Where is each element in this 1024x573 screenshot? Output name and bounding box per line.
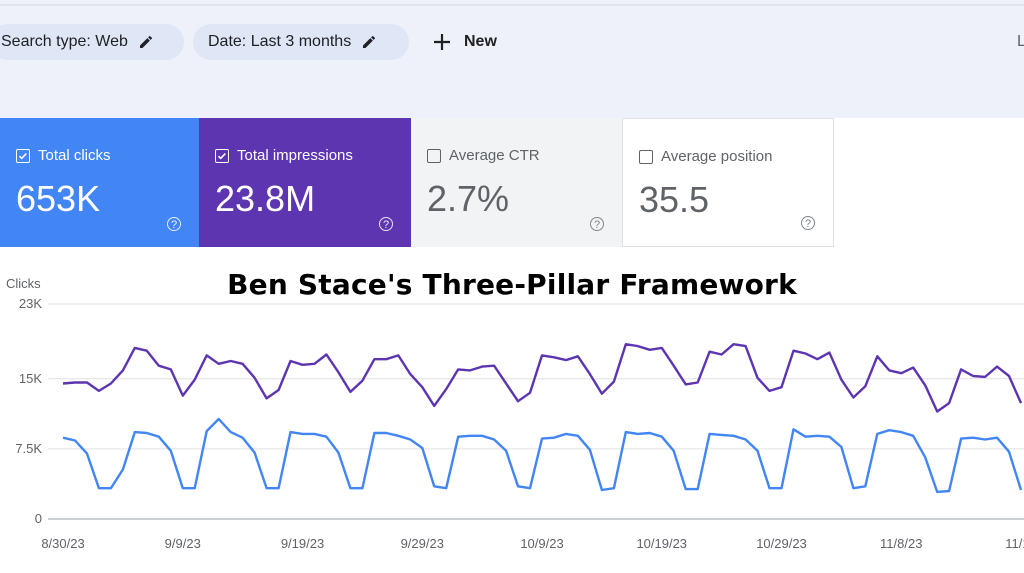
metric-card-average-position[interactable]: Average position 35.5 ? bbox=[623, 118, 834, 247]
x-tick-label: 10/29/23 bbox=[756, 536, 807, 551]
y-tick-label: 0 bbox=[35, 511, 42, 526]
checkbox-checked[interactable] bbox=[215, 148, 229, 163]
x-tick-label: 11/8/23 bbox=[880, 536, 922, 551]
x-tick-label: 9/9/23 bbox=[165, 536, 201, 551]
pencil-icon bbox=[139, 35, 152, 48]
metric-value: 653K bbox=[16, 178, 101, 219]
metric-value: 23.8M bbox=[215, 178, 316, 219]
search-type-chip[interactable]: Search type: Web bbox=[0, 24, 184, 60]
divider bbox=[0, 4, 1024, 6]
metric-label: Total clicks bbox=[38, 147, 111, 164]
y-tick-label: 7.5K bbox=[15, 441, 42, 456]
help-icon[interactable]: ? bbox=[801, 216, 815, 230]
x-tick-label: 8/30/23 bbox=[41, 536, 84, 551]
metric-card-average-ctr[interactable]: Average CTR 2.7% ? bbox=[411, 118, 623, 247]
impressions-series-line bbox=[62, 342, 1023, 413]
filter-bar: Search type: Web Date: Last 3 months New… bbox=[0, 0, 1024, 118]
search-type-label: Search type: Web bbox=[1, 33, 128, 50]
clicks-series-line bbox=[62, 417, 1023, 494]
metric-card-total-impressions[interactable]: Total impressions 23.8M ? bbox=[199, 118, 411, 247]
metric-value: 35.5 bbox=[639, 179, 710, 220]
checkbox-unchecked[interactable] bbox=[427, 148, 441, 163]
help-icon[interactable]: ? bbox=[590, 217, 604, 231]
new-filter-button[interactable]: New bbox=[432, 30, 497, 54]
plus-icon bbox=[434, 34, 450, 50]
pencil-icon bbox=[363, 35, 376, 48]
date-range-chip[interactable]: Date: Last 3 months bbox=[193, 24, 409, 60]
y-tick-label: 23K bbox=[19, 296, 42, 311]
checkbox-unchecked[interactable] bbox=[639, 149, 653, 164]
checkmark-icon bbox=[18, 152, 27, 160]
date-range-label: Date: Last 3 months bbox=[208, 33, 352, 50]
y-tick-label: 15K bbox=[19, 371, 42, 386]
x-tick-label: 11/18 bbox=[1005, 536, 1024, 551]
metric-label: Total impressions bbox=[237, 147, 353, 164]
x-tick-label: 9/29/23 bbox=[401, 536, 444, 551]
checkbox-checked[interactable] bbox=[16, 148, 30, 163]
x-tick-label: 10/9/23 bbox=[520, 536, 563, 551]
metric-value: 2.7% bbox=[427, 178, 510, 219]
x-tick-label: 10/19/23 bbox=[636, 536, 687, 551]
metric-card-total-clicks[interactable]: Total clicks 653K ? bbox=[0, 118, 199, 247]
truncated-link[interactable]: L bbox=[1017, 33, 1024, 50]
metric-label: Average CTR bbox=[449, 147, 540, 164]
help-icon[interactable]: ? bbox=[379, 217, 393, 231]
metric-label: Average position bbox=[661, 148, 773, 165]
checkmark-icon bbox=[217, 152, 226, 160]
overlay-title: Ben Stace's Three-Pillar Framework bbox=[227, 268, 797, 301]
y-axis-title: Clicks bbox=[6, 276, 41, 291]
performance-chart[interactable]: Clicks 23K 15K 7.5K 0 8/30/23 9/9/23 9/19/23 9/2… bbox=[0, 270, 1024, 573]
new-filter-label: New bbox=[464, 33, 497, 50]
help-icon[interactable]: ? bbox=[167, 217, 181, 231]
x-tick-label: 9/19/23 bbox=[281, 536, 324, 551]
